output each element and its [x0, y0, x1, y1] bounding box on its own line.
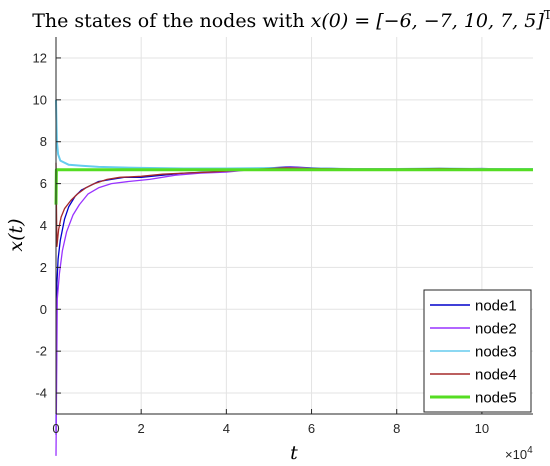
legend-label-node5: node5: [475, 390, 517, 407]
y-tick-label: 10: [33, 92, 47, 107]
y-tick-label: 12: [33, 50, 47, 65]
y-tick-label: 4: [40, 218, 47, 233]
x-tick-label: 0: [52, 421, 59, 436]
x-tick-label: 6: [308, 421, 315, 436]
y-tick-label: -2: [35, 344, 47, 359]
legend-label-node1: node1: [475, 298, 517, 315]
y-tick-label: 0: [40, 302, 47, 317]
x-tick-label: 4: [223, 421, 230, 436]
legend-label-node4: node4: [475, 367, 517, 384]
y-tick-label: 2: [40, 260, 47, 275]
legend-label-node2: node2: [475, 321, 517, 338]
y-axis-label: x(t): [5, 218, 27, 251]
chart-title: The states of the nodes with x(0) = [−6,…: [32, 8, 550, 32]
x-tick-label: 8: [393, 421, 400, 436]
x-axis-multiplier: ×104: [505, 445, 533, 462]
legend: node1 node2 node3 node4 node5: [423, 289, 532, 413]
x-tick-label: 2: [138, 421, 145, 436]
legend-label-node3: node3: [475, 344, 517, 361]
x-tick-label: 10: [475, 421, 489, 436]
y-tick-label: -4: [35, 386, 47, 401]
x-axis-label: t: [290, 442, 298, 464]
y-tick-label: 8: [40, 134, 47, 149]
y-tick-label: 6: [40, 176, 47, 191]
plot-area: 0 2 4 6 8 10 -4 -2 0 2 4 6 8 10 12 node1 node2 node3 node4…: [33, 37, 534, 456]
